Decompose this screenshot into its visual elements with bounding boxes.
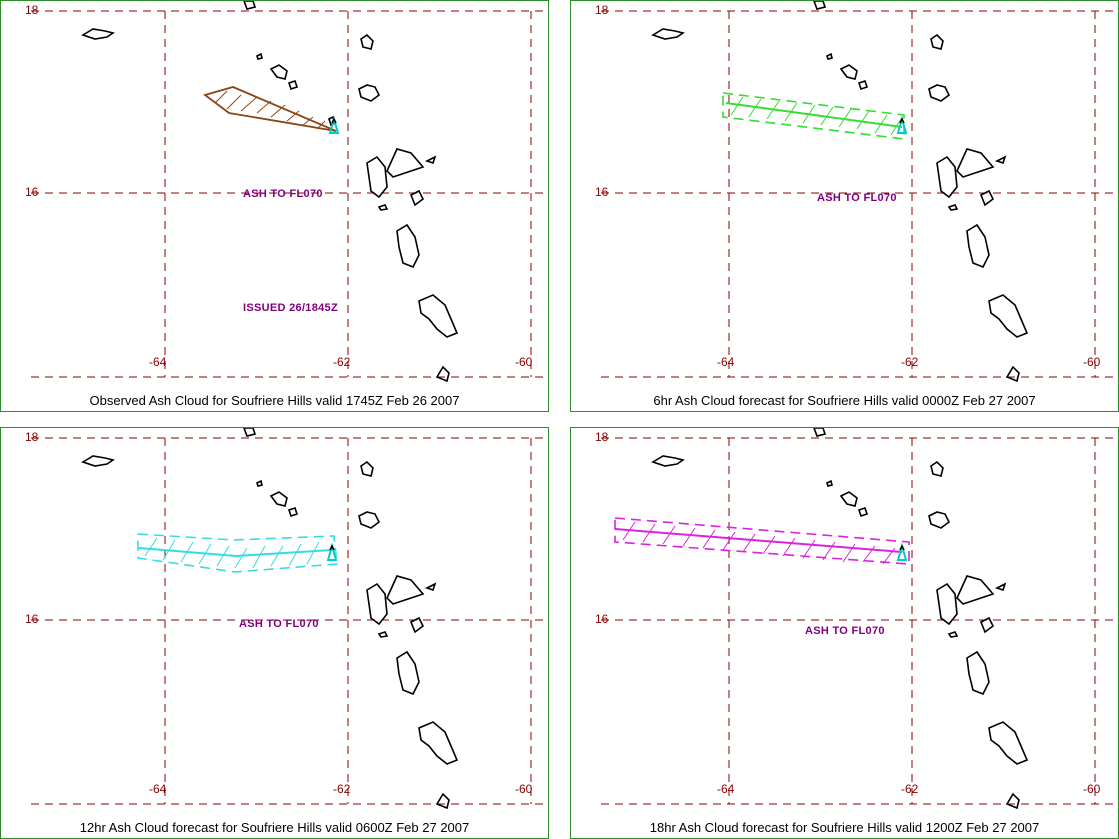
lon-label-64: -64 [717, 355, 735, 369]
panel-caption: 6hr Ash Cloud forecast for Soufriere Hil… [653, 393, 1036, 408]
lon-label-60: -60 [1083, 782, 1101, 796]
issued-label: ISSUED 26/1845Z [243, 302, 338, 314]
island-saba [256, 52, 263, 60]
lon-label-62: -62 [333, 355, 351, 369]
island-mariegalante [409, 189, 425, 207]
island-barbuda [358, 84, 381, 102]
island-guadeloupe [366, 148, 437, 199]
island-dominica [396, 223, 420, 269]
ash-cloud-12hr [137, 533, 338, 573]
panel-observed: 18 16 -64 -62 -60 ASH TO FL070 ISSUED 26… [0, 0, 549, 412]
graticule [601, 10, 1118, 378]
graticule [31, 437, 548, 805]
ash-cloud-axis [614, 528, 903, 553]
ash-cloud-polygon [722, 92, 905, 140]
lat-label-16: 16 [595, 612, 609, 626]
graticule [31, 10, 548, 378]
island-anguilla [243, 1, 257, 10]
lat-label-18: 18 [25, 430, 39, 444]
ash-cloud-polygon [614, 517, 910, 565]
ash-cloud-18hr [614, 517, 910, 565]
lon-label-62: -62 [901, 782, 919, 796]
ash-cloud-6hr [722, 92, 908, 140]
ash-altitude-label: ASH TO FL070 [805, 625, 885, 637]
lat-label-16: 16 [25, 612, 39, 626]
panel-caption: 18hr Ash Cloud forecast for Soufriere Hi… [649, 820, 1040, 835]
ash-cloud-axis [725, 102, 903, 128]
lon-label-60: -60 [515, 782, 533, 796]
panel-6hr: 18 16 -64 -62 -60 ASH TO FL070 6hr Ash C… [570, 0, 1119, 412]
panel-caption: Observed Ash Cloud for Soufriere Hills v… [89, 393, 460, 408]
lon-label-64: -64 [149, 782, 167, 796]
lon-label-64: -64 [717, 782, 735, 796]
panel-caption: 12hr Ash Cloud forecast for Soufriere Hi… [79, 820, 470, 835]
lon-label-62: -62 [333, 782, 351, 796]
map-canvas [31, 428, 548, 810]
island-antigua [360, 33, 374, 50]
panel-12hr: 18 16 -64 -62 -60 ASH TO FL070 12hr Ash … [0, 427, 549, 839]
island-lessaintes [377, 204, 389, 211]
ash-cloud-polygon [203, 86, 337, 132]
graticule [601, 437, 1118, 805]
lat-label-18: 18 [25, 3, 39, 17]
lat-label-16: 16 [25, 185, 39, 199]
volcano-marker [896, 115, 908, 134]
island-outlines [81, 1, 459, 383]
volcano-marker [896, 542, 908, 561]
panel-18hr: 18 16 -64 -62 -60 ASH TO FL070 18hr Ash … [570, 427, 1119, 839]
lat-label-18: 18 [595, 3, 609, 17]
lon-label-64: -64 [149, 355, 167, 369]
island-martinique [418, 294, 459, 338]
island-outlines [651, 428, 1029, 810]
island-nevis [287, 79, 299, 91]
ash-cloud-axis [138, 547, 333, 558]
volcano-summit [331, 117, 337, 124]
ash-altitude-label: ASH TO FL070 [817, 192, 897, 204]
lon-label-62: -62 [901, 355, 919, 369]
lon-label-60: -60 [515, 355, 533, 369]
map-canvas [31, 1, 548, 383]
island-stlucia [435, 365, 450, 383]
map-canvas [601, 1, 1118, 383]
ash-cloud-polygon [137, 533, 338, 573]
ash-altitude-label: ASH TO FL070 [239, 618, 319, 630]
lon-label-60: -60 [1083, 355, 1101, 369]
volcano-marker [328, 115, 340, 134]
island-stkitts [269, 64, 288, 80]
lat-label-18: 18 [595, 430, 609, 444]
volcano-marker [326, 542, 338, 561]
island-outlines [81, 428, 459, 810]
ash-altitude-label: ASH TO FL070 [243, 188, 323, 200]
island-stcroix [81, 28, 115, 40]
map-canvas [601, 428, 1118, 810]
ash-cloud-observed [203, 86, 340, 134]
island-outlines [651, 1, 1029, 383]
lat-label-16: 16 [595, 185, 609, 199]
